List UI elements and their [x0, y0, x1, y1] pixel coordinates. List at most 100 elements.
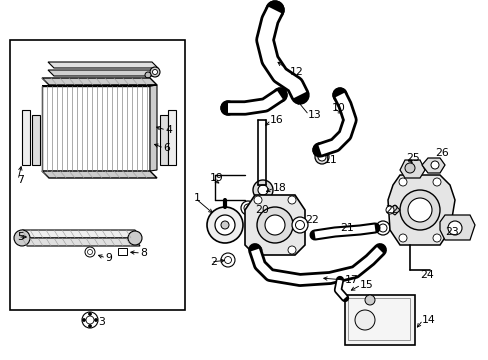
- Polygon shape: [48, 70, 158, 76]
- Bar: [32, 115, 40, 165]
- Circle shape: [82, 312, 98, 328]
- Polygon shape: [42, 171, 157, 178]
- Text: 19: 19: [209, 173, 224, 183]
- Circle shape: [287, 196, 295, 204]
- Circle shape: [86, 316, 94, 324]
- Text: 16: 16: [269, 115, 283, 125]
- Circle shape: [354, 310, 374, 330]
- Polygon shape: [22, 230, 140, 238]
- Circle shape: [287, 246, 295, 254]
- Circle shape: [398, 178, 406, 186]
- Circle shape: [269, 5, 280, 15]
- Text: 21: 21: [339, 223, 353, 233]
- Polygon shape: [48, 62, 158, 68]
- Circle shape: [385, 206, 393, 214]
- Text: 10: 10: [331, 103, 345, 113]
- Circle shape: [432, 234, 440, 242]
- Circle shape: [265, 1, 284, 19]
- Polygon shape: [439, 215, 474, 240]
- Circle shape: [399, 190, 439, 230]
- Circle shape: [221, 253, 235, 267]
- Text: 11: 11: [324, 155, 337, 165]
- Text: 12: 12: [289, 67, 303, 77]
- Bar: [347, 298, 409, 340]
- Text: 18: 18: [272, 183, 286, 193]
- Polygon shape: [387, 175, 454, 245]
- Text: 17: 17: [345, 275, 358, 285]
- Text: 26: 26: [434, 148, 448, 158]
- Bar: [10, 40, 184, 310]
- Polygon shape: [42, 85, 157, 86]
- Circle shape: [224, 256, 231, 264]
- Circle shape: [432, 178, 440, 186]
- Text: 1: 1: [194, 193, 201, 203]
- Circle shape: [430, 161, 438, 169]
- Circle shape: [244, 204, 251, 212]
- Circle shape: [252, 180, 272, 200]
- Circle shape: [241, 201, 254, 215]
- Polygon shape: [22, 238, 140, 246]
- Circle shape: [447, 221, 461, 235]
- Text: 9: 9: [105, 253, 112, 263]
- Circle shape: [94, 319, 97, 321]
- Circle shape: [82, 319, 85, 321]
- Text: 14: 14: [421, 315, 435, 325]
- Circle shape: [378, 224, 386, 232]
- Circle shape: [152, 69, 157, 75]
- Text: 24: 24: [419, 270, 433, 280]
- Circle shape: [295, 220, 304, 230]
- Bar: [42, 86, 150, 171]
- Text: 20: 20: [254, 205, 268, 215]
- Circle shape: [253, 246, 262, 254]
- Circle shape: [398, 234, 406, 242]
- Circle shape: [88, 324, 91, 328]
- Bar: [118, 248, 127, 255]
- Bar: [168, 110, 176, 165]
- Circle shape: [404, 163, 414, 173]
- Circle shape: [85, 247, 95, 257]
- Circle shape: [407, 198, 431, 222]
- Text: 4: 4: [164, 125, 171, 135]
- Circle shape: [312, 143, 326, 157]
- Text: 22: 22: [305, 215, 318, 225]
- Text: 6: 6: [163, 143, 169, 153]
- Text: 15: 15: [359, 280, 373, 290]
- Text: 22: 22: [384, 205, 398, 215]
- Text: 7: 7: [17, 175, 24, 185]
- Circle shape: [206, 207, 243, 243]
- Polygon shape: [150, 85, 157, 171]
- Circle shape: [317, 153, 325, 161]
- Bar: [160, 115, 168, 165]
- Text: 13: 13: [307, 110, 321, 120]
- Text: 3: 3: [98, 317, 104, 327]
- Circle shape: [291, 217, 307, 233]
- Circle shape: [215, 215, 235, 235]
- Circle shape: [258, 185, 267, 195]
- Circle shape: [375, 221, 389, 235]
- Circle shape: [87, 249, 92, 255]
- Text: 2: 2: [209, 257, 217, 267]
- Circle shape: [257, 207, 292, 243]
- Circle shape: [221, 221, 228, 229]
- Circle shape: [364, 295, 374, 305]
- Circle shape: [221, 101, 235, 115]
- Circle shape: [253, 196, 262, 204]
- Text: 25: 25: [405, 153, 419, 163]
- Polygon shape: [42, 78, 157, 85]
- Text: 5: 5: [17, 232, 24, 242]
- Circle shape: [128, 231, 142, 245]
- Text: 8: 8: [140, 248, 146, 258]
- Polygon shape: [387, 205, 399, 215]
- Circle shape: [150, 67, 160, 77]
- Bar: [22, 110, 30, 165]
- Circle shape: [264, 215, 285, 235]
- Polygon shape: [421, 158, 444, 173]
- Circle shape: [88, 312, 91, 315]
- Circle shape: [314, 150, 328, 164]
- Circle shape: [14, 230, 30, 246]
- Polygon shape: [399, 160, 424, 178]
- Circle shape: [145, 72, 151, 78]
- Circle shape: [332, 88, 346, 102]
- Polygon shape: [345, 295, 414, 345]
- Circle shape: [272, 88, 286, 102]
